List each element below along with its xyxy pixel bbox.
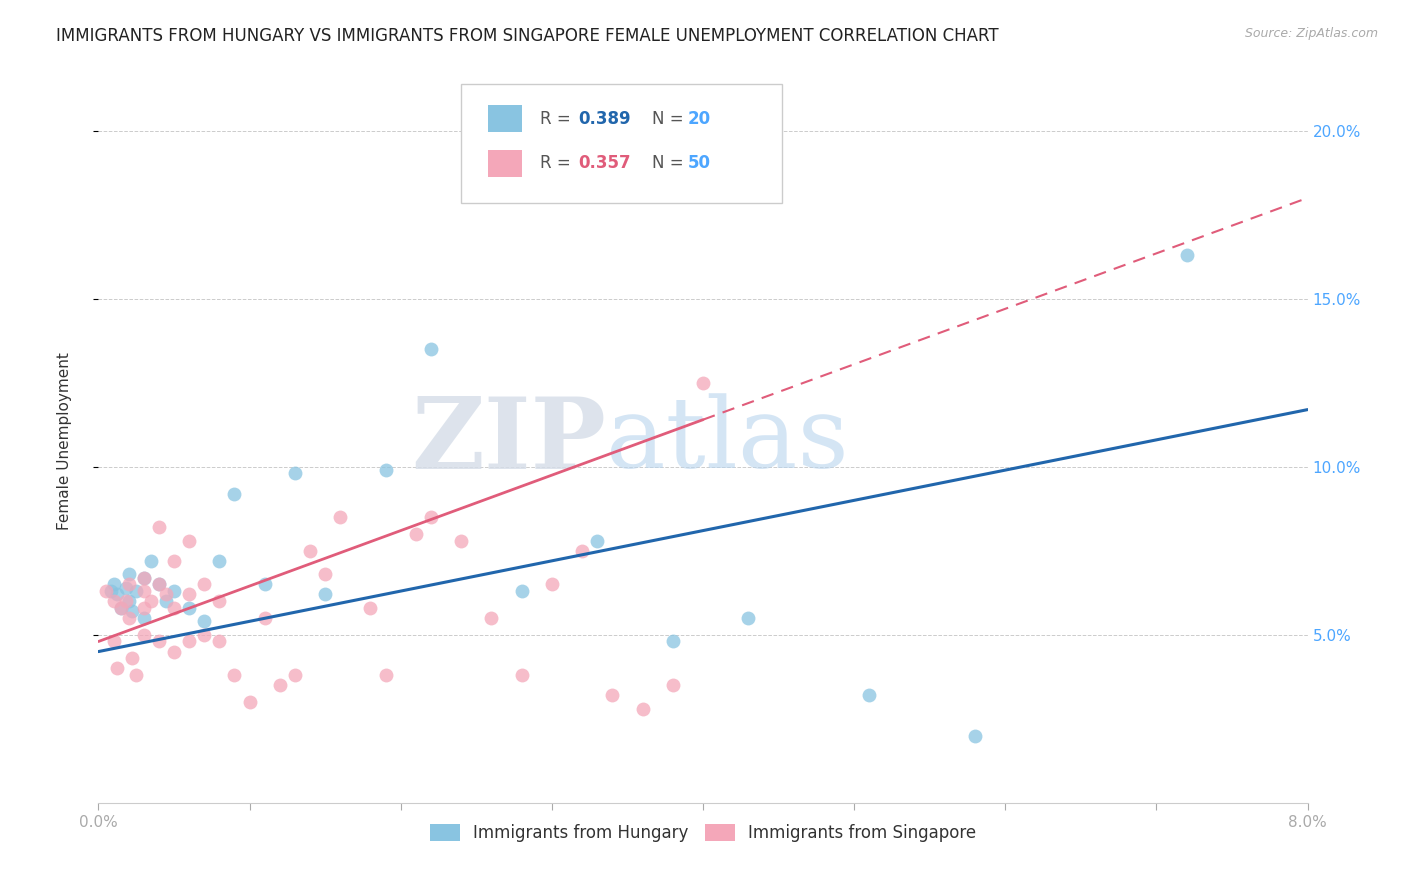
Text: N =: N = (652, 154, 689, 172)
Point (132, 600, 155, 615)
Legend: Immigrants from Hungary, Immigrants from Singapore: Immigrants from Hungary, Immigrants from… (423, 817, 983, 848)
FancyBboxPatch shape (488, 105, 522, 132)
Point (179, 533, 201, 548)
Point (100, 584, 122, 599)
Point (420, 342, 443, 356)
Point (193, 628, 215, 642)
Point (224, 486, 246, 500)
Point (179, 634, 201, 648)
Point (132, 584, 155, 599)
Point (125, 668, 148, 682)
Point (314, 567, 336, 582)
Point (481, 611, 503, 625)
Point (132, 571, 155, 585)
Point (571, 543, 593, 558)
Point (586, 533, 609, 548)
Point (121, 604, 143, 618)
Point (163, 600, 186, 615)
Point (179, 587, 201, 601)
Text: 0.389: 0.389 (578, 110, 631, 128)
Point (110, 600, 132, 615)
Point (329, 510, 352, 524)
Point (118, 594, 141, 608)
Point (155, 587, 177, 601)
Point (374, 463, 396, 477)
Point (661, 634, 683, 648)
Point (737, 611, 759, 625)
Text: 20: 20 (688, 110, 710, 128)
Point (193, 615, 215, 629)
Point (132, 611, 155, 625)
Point (141, 594, 163, 608)
Point (148, 634, 170, 648)
Point (208, 554, 231, 568)
Point (118, 567, 141, 582)
Point (510, 584, 533, 599)
Point (692, 376, 714, 390)
Text: atlas: atlas (606, 393, 849, 490)
Point (148, 577, 170, 591)
Point (110, 600, 132, 615)
Point (208, 634, 231, 648)
Point (118, 611, 141, 625)
Point (141, 554, 163, 568)
FancyBboxPatch shape (461, 84, 782, 203)
Point (420, 510, 443, 524)
Point (299, 543, 322, 558)
Point (405, 527, 427, 541)
Point (1175, 248, 1198, 262)
Point (193, 577, 215, 591)
Point (253, 611, 276, 625)
Point (510, 668, 533, 682)
Point (94, 584, 117, 599)
Text: 50: 50 (688, 154, 710, 172)
Point (121, 651, 143, 665)
Point (105, 661, 128, 675)
Point (314, 587, 336, 601)
Text: R =: R = (540, 154, 576, 172)
Point (103, 594, 125, 608)
Text: 0.357: 0.357 (578, 154, 631, 172)
Point (602, 688, 624, 702)
Y-axis label: Female Unemployment: Female Unemployment (58, 352, 72, 531)
Point (155, 594, 177, 608)
Point (360, 600, 382, 615)
Point (125, 584, 148, 599)
Point (374, 668, 396, 682)
Point (114, 581, 136, 595)
Point (179, 600, 201, 615)
Point (148, 520, 170, 534)
Point (118, 577, 141, 591)
Point (224, 668, 246, 682)
Text: N =: N = (652, 110, 689, 128)
Point (208, 594, 231, 608)
FancyBboxPatch shape (488, 150, 522, 178)
Point (269, 678, 291, 692)
Text: Source: ZipAtlas.com: Source: ZipAtlas.com (1244, 27, 1378, 40)
Point (103, 577, 125, 591)
Text: IMMIGRANTS FROM HUNGARY VS IMMIGRANTS FROM SINGAPORE FEMALE UNEMPLOYMENT CORRELA: IMMIGRANTS FROM HUNGARY VS IMMIGRANTS FR… (56, 27, 998, 45)
Point (284, 467, 307, 481)
Point (239, 695, 262, 709)
Point (163, 644, 186, 658)
Point (132, 628, 155, 642)
Text: ZIP: ZIP (412, 393, 606, 490)
Point (253, 577, 276, 591)
Point (450, 533, 472, 548)
Point (284, 668, 307, 682)
Point (103, 634, 125, 648)
Point (858, 688, 880, 702)
Point (661, 678, 683, 692)
Point (163, 584, 186, 599)
Point (631, 702, 654, 716)
Point (114, 594, 136, 608)
Point (132, 571, 155, 585)
Point (540, 577, 562, 591)
Point (105, 587, 128, 601)
Point (148, 577, 170, 591)
Text: R =: R = (540, 110, 576, 128)
Point (965, 729, 987, 743)
Point (163, 554, 186, 568)
